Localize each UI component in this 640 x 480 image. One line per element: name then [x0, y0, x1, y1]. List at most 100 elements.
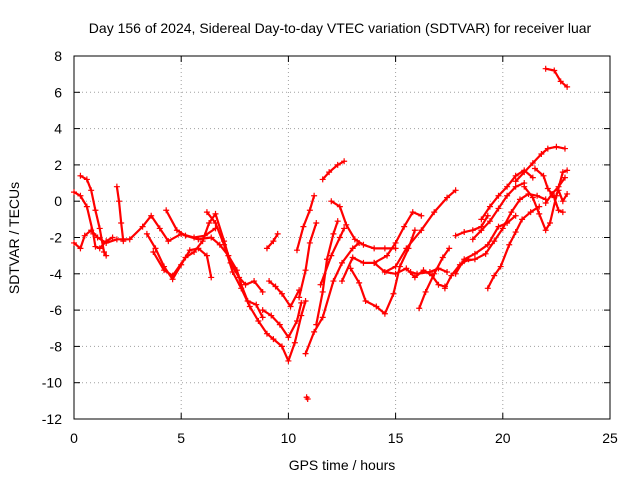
y-tick-label: 0	[54, 193, 62, 209]
data-point	[486, 218, 493, 225]
data-point	[212, 210, 219, 217]
y-axis-label: SDTVAR / TECUs	[6, 182, 22, 294]
data-point	[270, 336, 277, 343]
series-line	[544, 67, 569, 88]
data-point	[536, 210, 543, 217]
data-point	[553, 143, 560, 150]
data-point	[422, 288, 429, 295]
data-point	[418, 227, 425, 234]
data-point	[559, 209, 566, 216]
data-point	[278, 290, 285, 297]
data-point	[559, 169, 566, 176]
data-point	[452, 187, 459, 194]
data-point	[103, 252, 110, 259]
data-point	[268, 312, 275, 319]
data-point	[542, 200, 549, 207]
data-point	[293, 317, 300, 324]
series-trace-22	[381, 187, 459, 275]
series-trace-37	[542, 65, 571, 90]
series-line	[383, 189, 457, 274]
data-point	[182, 254, 189, 261]
y-tick-label: -10	[42, 375, 62, 391]
data-point	[330, 278, 337, 285]
data-point	[77, 192, 84, 199]
y-tick-label: -2	[50, 230, 63, 246]
series-trace-12	[293, 192, 318, 254]
data-point	[152, 245, 159, 252]
data-point	[88, 187, 95, 194]
data-point	[512, 212, 519, 219]
data-point	[118, 219, 125, 226]
data-point	[161, 267, 168, 274]
data-point	[109, 234, 116, 241]
data-point	[529, 160, 536, 167]
data-point	[233, 267, 240, 274]
x-tick-label: 25	[602, 430, 618, 446]
data-point	[270, 238, 277, 245]
data-point	[564, 190, 571, 197]
data-point	[253, 301, 260, 308]
data-point	[381, 268, 388, 275]
data-point	[390, 290, 397, 297]
data-point	[484, 241, 491, 248]
series-line	[205, 211, 307, 362]
data-point	[208, 274, 215, 281]
data-point	[272, 283, 279, 290]
series-trace-31	[484, 203, 543, 292]
data-point	[431, 209, 438, 216]
y-tick-labels: -12 -10 -8 -6 -4 -2 0 2 4 6 8	[42, 48, 62, 427]
data-point	[495, 223, 502, 230]
data-point	[103, 239, 110, 246]
data-point	[508, 209, 515, 216]
data-point	[229, 268, 236, 275]
data-point	[77, 245, 84, 252]
data-point	[139, 223, 146, 230]
series-trace-20	[347, 227, 418, 317]
data-point	[341, 158, 348, 165]
data-point	[203, 209, 210, 216]
chart-title: Day 156 of 2024, Sidereal Day-to-day VTE…	[89, 20, 592, 36]
data-point	[540, 172, 547, 179]
x-tick-label: 5	[177, 430, 185, 446]
data-point	[94, 234, 101, 241]
data-point	[529, 194, 536, 201]
series-trace-4	[113, 183, 127, 245]
series-trace-10	[266, 278, 303, 310]
data-point	[186, 247, 193, 254]
data-point	[263, 330, 270, 337]
x-tick-label: 0	[70, 430, 78, 446]
series-line	[321, 160, 346, 181]
data-point	[360, 241, 367, 248]
x-tick-labels: 0 5 10 15 20 25	[70, 430, 618, 446]
data-point	[116, 198, 123, 205]
series-trace-16	[317, 225, 348, 288]
data-point	[516, 196, 523, 203]
data-point	[360, 259, 367, 266]
data-point	[414, 270, 421, 277]
data-point	[407, 268, 414, 275]
data-point	[328, 198, 335, 205]
series-trace-18	[328, 198, 399, 252]
data-point	[311, 192, 318, 199]
series-trace-17	[319, 158, 348, 183]
data-point	[77, 172, 84, 179]
data-point	[83, 176, 90, 183]
data-point	[538, 151, 545, 158]
data-point	[403, 265, 410, 272]
data-point	[96, 225, 103, 232]
data-point	[221, 241, 228, 248]
data-point	[521, 169, 528, 176]
data-point	[512, 178, 519, 185]
data-point	[156, 225, 163, 232]
data-point	[339, 278, 345, 285]
data-point	[559, 198, 566, 205]
series-trace-11	[263, 230, 281, 252]
data-point	[418, 212, 425, 219]
data-point	[150, 249, 157, 256]
data-point	[527, 209, 534, 216]
data-point	[143, 230, 150, 237]
data-point	[302, 298, 309, 305]
data-point	[203, 252, 210, 259]
data-point	[439, 254, 446, 261]
